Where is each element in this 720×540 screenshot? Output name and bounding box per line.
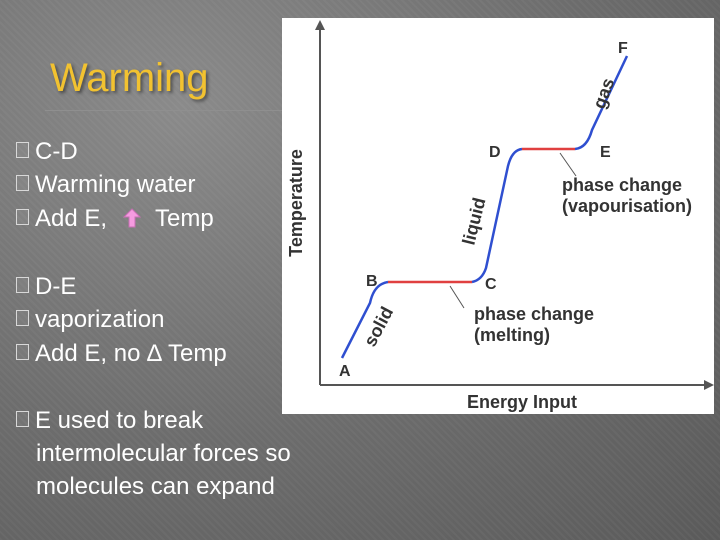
bullet-e-explanation: E used to break intermolecular forces so…: [16, 404, 346, 503]
x-axis-label: Energy Input: [467, 392, 577, 412]
up-arrow-icon: [122, 204, 142, 237]
heating-curve-diagram: Temperature Energy Input A B C D E F sol…: [282, 18, 714, 414]
slide-title: Warming: [50, 56, 209, 100]
bullet-cd-line1: Warming water: [16, 168, 195, 201]
bullet-text: D-E: [35, 273, 77, 300]
segment-liquid: [471, 147, 523, 284]
title-underline: [45, 110, 285, 111]
point-label-b: B: [366, 273, 378, 290]
bullet-text: molecules can expand: [36, 473, 275, 500]
bullet-text: C-D: [35, 138, 78, 165]
bullet-de-line1: vaporization: [16, 303, 164, 336]
bullet-text: Warming water: [35, 171, 196, 198]
annotation-melting-line2: (melting): [474, 325, 550, 345]
bullet-box-icon: [16, 142, 29, 158]
y-axis-arrow-icon: [315, 20, 325, 30]
bullet-text: Add E, no ∆ Temp: [35, 340, 227, 367]
bullet-text: E used to break: [35, 407, 204, 434]
heating-curve-svg: Temperature Energy Input A B C D E F sol…: [286, 20, 714, 412]
bullet-box-icon: [16, 209, 29, 225]
bullet-box-icon: [16, 310, 29, 326]
annotation-vaporisation-line2: (vapourisation): [562, 196, 692, 216]
bullet-text: Add E,: [35, 205, 108, 232]
bullet-cd-heading: C-D: [16, 135, 78, 168]
bullet-text: vaporization: [35, 306, 165, 333]
segment-solid: [340, 280, 389, 359]
point-label-d: D: [489, 144, 501, 161]
x-axis-arrow-icon: [704, 380, 714, 390]
bullet-box-icon: [16, 411, 29, 427]
label-gas: gas: [589, 75, 618, 111]
point-label-c: C: [485, 276, 497, 293]
bullet-de-line2: Add E, no ∆ Temp: [16, 337, 227, 370]
point-label-e: E: [600, 144, 611, 161]
leader-melting: [449, 285, 465, 309]
leader-vaporisation: [559, 152, 577, 177]
bullet-text: intermolecular forces so: [36, 440, 291, 467]
bullet-box-icon: [16, 277, 29, 293]
bullet-box-icon: [16, 175, 29, 191]
annotation-vaporisation-line1: phase change: [562, 175, 682, 195]
point-label-f: F: [618, 40, 628, 57]
bullet-box-icon: [16, 344, 29, 360]
point-label-a: A: [339, 363, 351, 380]
bullet-text: Temp: [155, 205, 214, 232]
segment-gas: [574, 55, 629, 151]
bullet-de-heading: D-E: [16, 270, 76, 303]
y-axis-label: Temperature: [286, 149, 306, 257]
bullet-cd-line2: Add E, Temp: [16, 202, 214, 237]
label-liquid: liquid: [458, 196, 489, 247]
annotation-melting-line1: phase change: [474, 304, 594, 324]
